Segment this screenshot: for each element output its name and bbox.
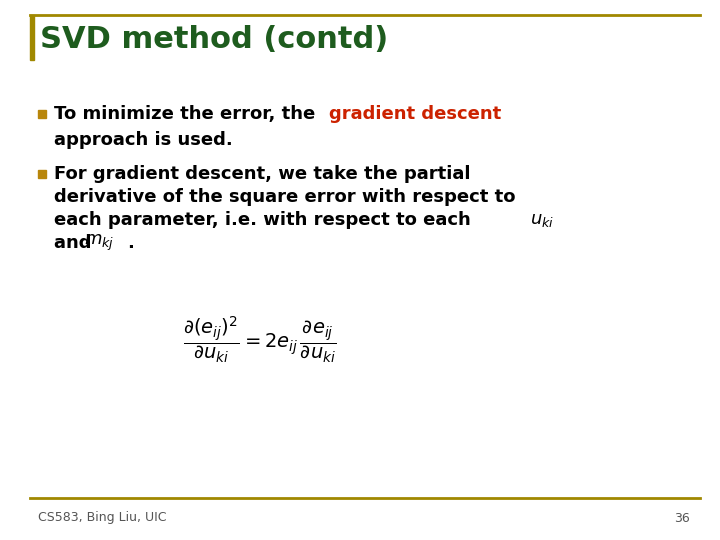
Bar — [38, 110, 46, 118]
Text: $\dfrac{\partial(e_{ij})^2}{\partial u_{ki}} = 2e_{ij}\,\dfrac{\partial e_{ij}}{: $\dfrac{\partial(e_{ij})^2}{\partial u_{… — [183, 315, 337, 365]
Text: gradient descent: gradient descent — [329, 105, 501, 123]
Text: CS583, Bing Liu, UIC: CS583, Bing Liu, UIC — [38, 511, 166, 524]
Text: .: . — [127, 234, 134, 252]
Bar — [30, 15, 34, 60]
Text: each parameter, i.e. with respect to each: each parameter, i.e. with respect to eac… — [54, 211, 477, 229]
Text: SVD method (contd): SVD method (contd) — [40, 25, 388, 55]
Text: $m_{kj}$: $m_{kj}$ — [84, 233, 114, 253]
Text: $u_{ki}$: $u_{ki}$ — [530, 211, 554, 229]
Text: and: and — [54, 234, 98, 252]
Text: approach is used.: approach is used. — [54, 131, 233, 149]
Text: For gradient descent, we take the partial: For gradient descent, we take the partia… — [54, 165, 470, 183]
Text: derivative of the square error with respect to: derivative of the square error with resp… — [54, 188, 516, 206]
Text: 36: 36 — [674, 511, 690, 524]
Bar — [38, 170, 46, 178]
Text: To minimize the error, the: To minimize the error, the — [54, 105, 322, 123]
